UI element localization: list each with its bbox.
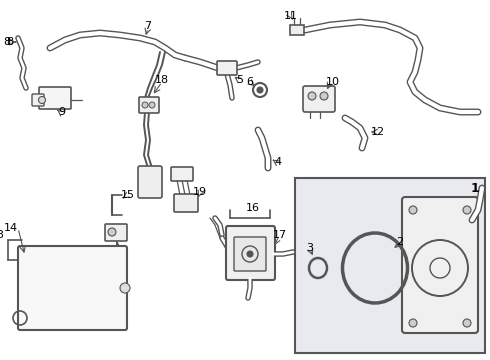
Text: 2: 2: [396, 237, 404, 247]
FancyBboxPatch shape: [217, 61, 237, 75]
Text: 19: 19: [193, 187, 207, 197]
Text: 13: 13: [0, 230, 5, 240]
Text: 4: 4: [274, 157, 282, 167]
Circle shape: [247, 251, 253, 257]
Text: 10: 10: [326, 77, 340, 87]
Circle shape: [257, 87, 263, 93]
Text: 8: 8: [6, 37, 14, 47]
Bar: [290, 25, 304, 35]
Text: 14: 14: [4, 223, 18, 233]
Circle shape: [409, 206, 417, 214]
FancyBboxPatch shape: [174, 194, 198, 212]
Circle shape: [120, 283, 130, 293]
Text: 3: 3: [307, 243, 314, 253]
Text: 7: 7: [145, 21, 151, 31]
FancyBboxPatch shape: [39, 87, 71, 109]
Bar: [295, 178, 485, 353]
Circle shape: [308, 92, 316, 100]
Circle shape: [108, 228, 116, 236]
Circle shape: [409, 319, 417, 327]
FancyBboxPatch shape: [171, 167, 193, 181]
Text: 15: 15: [121, 190, 135, 200]
Text: 16: 16: [246, 203, 260, 213]
Text: 5: 5: [237, 75, 244, 85]
Text: 1: 1: [470, 181, 479, 194]
Text: 8: 8: [3, 37, 11, 47]
Circle shape: [463, 319, 471, 327]
FancyBboxPatch shape: [139, 97, 159, 113]
Text: 6: 6: [246, 77, 253, 87]
FancyBboxPatch shape: [402, 197, 478, 333]
Text: 9: 9: [58, 107, 66, 117]
Text: 12: 12: [371, 127, 385, 137]
FancyBboxPatch shape: [32, 94, 44, 106]
FancyBboxPatch shape: [105, 224, 127, 241]
FancyBboxPatch shape: [18, 246, 127, 330]
FancyBboxPatch shape: [138, 166, 162, 198]
Circle shape: [149, 102, 155, 108]
Text: 18: 18: [155, 75, 169, 85]
Circle shape: [463, 206, 471, 214]
Text: 17: 17: [273, 230, 287, 240]
Text: 11: 11: [284, 11, 298, 21]
FancyBboxPatch shape: [226, 226, 275, 280]
Circle shape: [320, 92, 328, 100]
Circle shape: [39, 96, 46, 104]
FancyBboxPatch shape: [303, 86, 335, 112]
Circle shape: [142, 102, 148, 108]
FancyBboxPatch shape: [234, 237, 266, 271]
